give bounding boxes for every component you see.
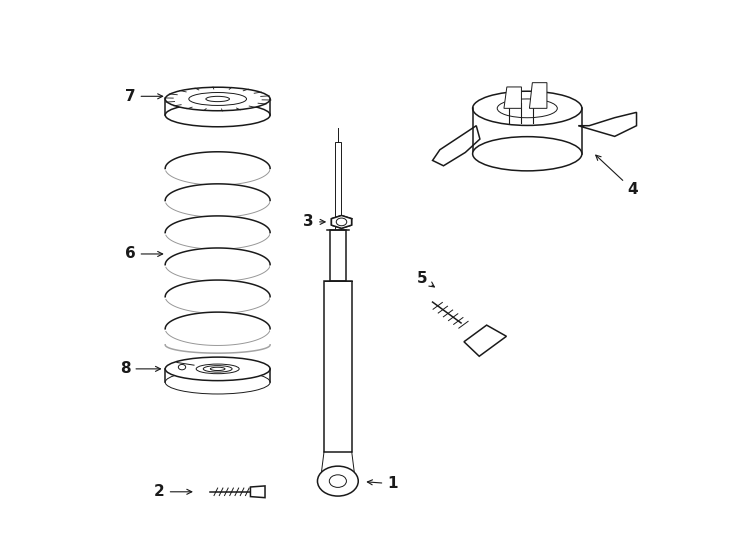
Polygon shape <box>464 325 506 356</box>
Polygon shape <box>432 126 480 166</box>
Ellipse shape <box>203 366 232 372</box>
Ellipse shape <box>165 87 270 111</box>
Polygon shape <box>529 83 547 109</box>
Text: 7: 7 <box>125 89 163 104</box>
Text: 5: 5 <box>416 271 435 287</box>
Polygon shape <box>324 281 352 452</box>
Circle shape <box>330 475 346 488</box>
Ellipse shape <box>165 103 270 127</box>
Ellipse shape <box>211 367 225 370</box>
Polygon shape <box>250 486 265 498</box>
Circle shape <box>178 364 186 370</box>
Text: 4: 4 <box>596 155 638 197</box>
Polygon shape <box>330 230 346 281</box>
Ellipse shape <box>206 96 230 102</box>
Ellipse shape <box>196 364 239 374</box>
Ellipse shape <box>473 137 582 171</box>
Polygon shape <box>578 112 636 137</box>
Text: 2: 2 <box>154 484 192 500</box>
Text: 1: 1 <box>368 476 398 491</box>
Circle shape <box>336 218 346 226</box>
Polygon shape <box>335 141 341 230</box>
Circle shape <box>318 466 358 496</box>
Ellipse shape <box>165 357 270 381</box>
Polygon shape <box>504 87 521 109</box>
Text: 8: 8 <box>120 361 161 376</box>
Text: 3: 3 <box>303 214 325 230</box>
Ellipse shape <box>497 99 557 118</box>
Polygon shape <box>332 215 352 228</box>
Ellipse shape <box>165 370 270 394</box>
Ellipse shape <box>189 92 247 105</box>
Text: 6: 6 <box>125 246 163 261</box>
Ellipse shape <box>473 91 582 125</box>
